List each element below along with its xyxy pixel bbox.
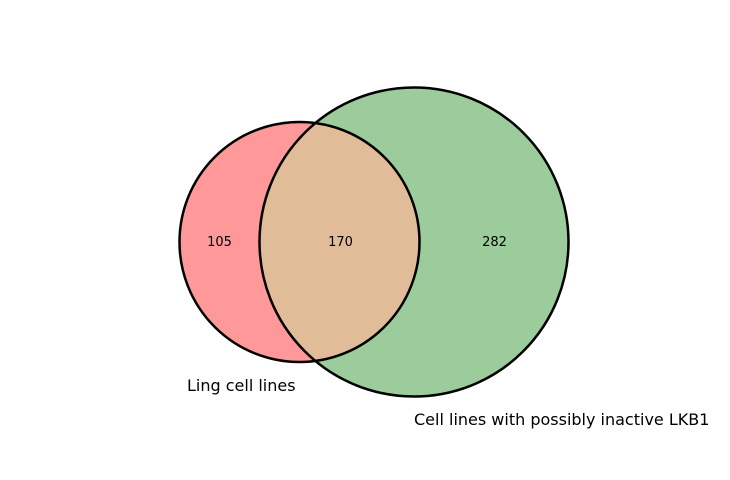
set-b-outline bbox=[258, 86, 570, 398]
set-a-only-count: 105 bbox=[207, 235, 232, 250]
set-a-outline bbox=[178, 120, 421, 364]
set-b-label: Cell lines with possibly inactive LKB1 bbox=[414, 410, 709, 429]
set-b-only-count: 282 bbox=[482, 235, 507, 250]
intersection-count: 170 bbox=[328, 235, 353, 250]
set-a-label: Ling cell lines bbox=[187, 376, 296, 395]
intersection-region bbox=[259, 122, 420, 362]
